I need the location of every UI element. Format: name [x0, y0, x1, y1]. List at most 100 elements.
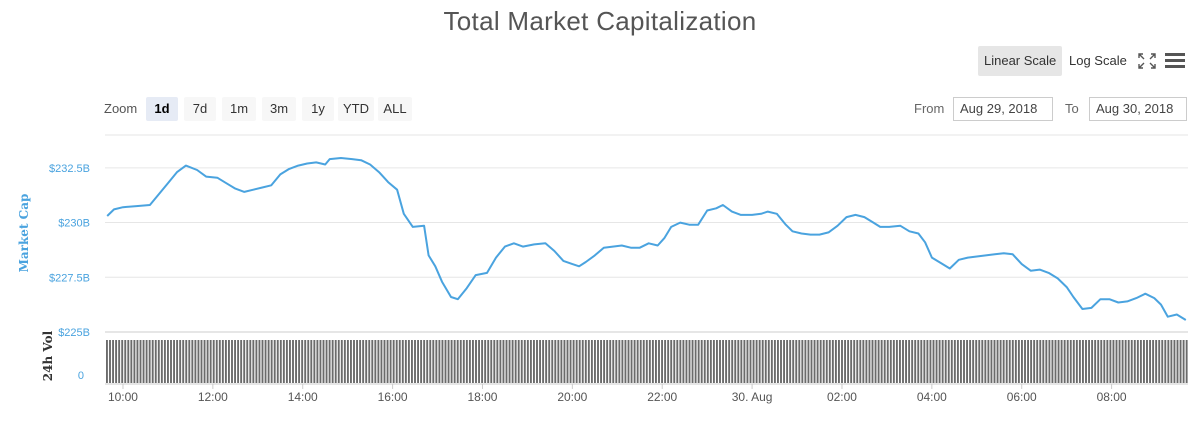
volume-bar: [331, 340, 334, 383]
volume-bar: [228, 340, 230, 383]
zoom-1m-button[interactable]: 1m: [222, 97, 256, 121]
volume-bar: [487, 340, 490, 383]
from-date-input[interactable]: Aug 29, 2018: [953, 97, 1053, 121]
volume-bar: [1072, 340, 1075, 383]
volume-bar: [956, 340, 959, 383]
volume-bar: [383, 340, 386, 383]
log-scale-button[interactable]: Log Scale: [1069, 53, 1127, 68]
volume-bar: [313, 340, 316, 383]
volume-bar: [404, 340, 407, 383]
x-tick-label: 02:00: [827, 390, 857, 404]
volume-bar: [786, 340, 789, 383]
zoom-7d-button[interactable]: 7d: [184, 97, 216, 121]
volume-bar: [478, 340, 480, 383]
zoom-all-button[interactable]: ALL: [378, 97, 412, 121]
y-tick-label: $225B: [58, 327, 90, 339]
volume-bar: [1112, 340, 1115, 383]
volume-bar: [270, 340, 273, 383]
volume-bar: [173, 340, 175, 383]
volume-bar: [362, 340, 365, 383]
volume-bar: [590, 340, 593, 383]
volume-bar: [847, 340, 850, 383]
zoom-3m-button[interactable]: 3m: [262, 97, 296, 121]
volume-bar: [1109, 340, 1112, 383]
volume-bar: [359, 340, 362, 383]
volume-bar: [295, 340, 297, 383]
volume-bar: [1139, 340, 1142, 383]
volume-bar: [539, 340, 541, 383]
volume-bar: [1063, 340, 1066, 383]
volume-bar: [563, 340, 566, 383]
volume-bar: [209, 340, 212, 383]
volume-bar: [273, 340, 276, 383]
volume-bar: [462, 340, 465, 383]
zoom-1d-button[interactable]: 1d: [146, 97, 178, 121]
volume-bar: [1124, 340, 1127, 383]
volume-bar: [328, 340, 331, 383]
volume-bar: [1136, 340, 1139, 383]
fullscreen-icon[interactable]: [1138, 53, 1156, 69]
volume-bar: [688, 340, 691, 383]
volume-bar: [545, 340, 548, 383]
volume-bar: [856, 340, 859, 383]
volume-bar: [231, 340, 233, 383]
volume-bar: [1011, 340, 1014, 383]
volume-bar: [755, 340, 758, 383]
volume-bar: [109, 340, 111, 383]
x-tick-label: 22:00: [647, 390, 677, 404]
volume-bar: [630, 340, 633, 383]
volume-bar: [706, 340, 709, 383]
to-date-input[interactable]: Aug 30, 2018: [1089, 97, 1187, 121]
volume-bar: [432, 340, 435, 383]
zoom-label: Zoom: [104, 101, 138, 116]
volume-bar: [929, 340, 932, 383]
volume-bar: [584, 340, 587, 383]
volume-bar: [520, 340, 523, 383]
volume-bar: [533, 340, 535, 383]
x-tick-label: 20:00: [557, 390, 587, 404]
volume-bar: [648, 340, 651, 383]
volume-bar: [923, 340, 926, 383]
volume-bar: [892, 340, 895, 383]
volume-bar: [529, 340, 532, 383]
volume-bar: [1179, 340, 1182, 383]
volume-bar: [725, 340, 728, 383]
volume-bar: [673, 340, 676, 383]
volume-bar: [325, 340, 328, 383]
volume-bar: [834, 340, 837, 383]
volume-bar: [996, 340, 999, 383]
x-tick-label: 06:00: [1007, 390, 1037, 404]
volume-bar: [167, 340, 169, 383]
volume-bar: [871, 340, 874, 383]
volume-bar: [703, 340, 706, 383]
volume-bar: [298, 340, 301, 383]
linear-scale-button[interactable]: Linear Scale: [978, 46, 1063, 76]
volume-bar: [316, 340, 319, 383]
volume-bar: [548, 340, 551, 383]
volume-bar: [1167, 340, 1170, 383]
volume-bar: [813, 340, 816, 383]
volume-bar: [691, 340, 694, 383]
volume-bar: [600, 340, 602, 383]
volume-bar: [292, 340, 294, 383]
volume-bar: [234, 340, 236, 383]
volume-bar: [340, 340, 343, 383]
volume-bar: [694, 340, 697, 383]
volume-bar: [1017, 340, 1020, 383]
volume-bar: [490, 340, 493, 383]
volume-bar: [981, 340, 984, 383]
volume-bar: [1115, 340, 1118, 383]
zoom-ytd-button[interactable]: YTD: [338, 97, 374, 121]
x-tick-label: 04:00: [917, 390, 947, 404]
volume-bar: [618, 340, 621, 383]
volume-bar: [841, 340, 843, 383]
volume-bar: [902, 340, 904, 383]
menu-icon[interactable]: [1164, 52, 1186, 68]
volume-bar: [246, 340, 249, 383]
volume-bar: [655, 340, 657, 383]
volume-bar: [810, 340, 813, 383]
zoom-1y-button[interactable]: 1y: [302, 97, 334, 121]
volume-bar: [465, 340, 468, 383]
volume-bar: [700, 340, 703, 383]
